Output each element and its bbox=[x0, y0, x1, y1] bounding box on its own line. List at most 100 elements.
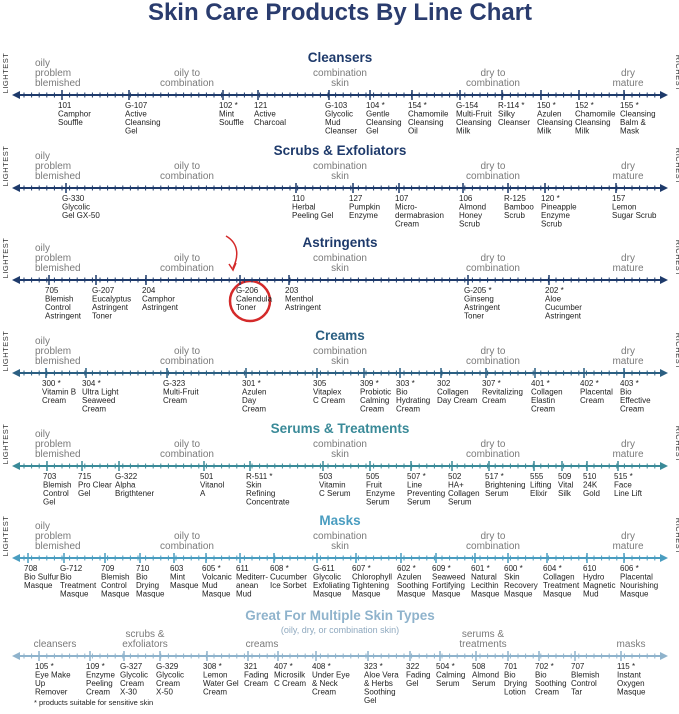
start-label: LIGHTEST bbox=[1, 146, 10, 187]
product-label: C Cream bbox=[313, 396, 345, 405]
product-label: Bio bbox=[136, 573, 148, 582]
product-label: Seaweed bbox=[82, 396, 115, 405]
product-label: Glycolic bbox=[313, 573, 341, 582]
product-label: Natural bbox=[471, 573, 497, 582]
product-label: Serum bbox=[407, 498, 431, 507]
product-label: Astringent bbox=[92, 303, 129, 312]
product-label: Drying bbox=[504, 679, 527, 688]
scale-label: combination bbox=[160, 356, 214, 367]
section-title: Creams bbox=[315, 328, 365, 343]
product-label: G-712 bbox=[60, 564, 83, 573]
product-label: 403 * bbox=[620, 379, 639, 388]
scale-label: exfoliators bbox=[122, 639, 168, 650]
product-label: Balm & bbox=[620, 118, 646, 127]
scale-label: oily bbox=[35, 58, 50, 69]
product-label: Astringent bbox=[545, 312, 582, 321]
scale-label: skin bbox=[331, 356, 349, 367]
product-label: Masque bbox=[543, 590, 572, 599]
scale-label: dry bbox=[621, 161, 635, 172]
product-label: 708 bbox=[24, 564, 38, 573]
product-label: Fading bbox=[244, 671, 268, 680]
product-label: Serum bbox=[436, 679, 460, 688]
product-label: Bio bbox=[535, 671, 547, 680]
section-subtitle: (oily, dry, or combination skin) bbox=[281, 625, 399, 635]
product-label: Mediterr- bbox=[236, 573, 268, 582]
product-label: Souffle bbox=[58, 118, 83, 127]
scale-label: combination bbox=[466, 541, 520, 552]
product-label: Cream bbox=[42, 396, 66, 405]
product-label: Soothing bbox=[397, 581, 429, 590]
product-label: C Cream bbox=[274, 679, 306, 688]
product-label: Eucalyptus bbox=[92, 295, 131, 304]
start-label: LIGHTEST bbox=[1, 53, 10, 94]
product-label: Cream bbox=[395, 220, 419, 229]
product-label: 154 * bbox=[408, 101, 427, 110]
product-label: Charcoal bbox=[254, 118, 286, 127]
product-label: 323 * bbox=[364, 662, 383, 671]
product-label: Bio bbox=[504, 671, 516, 680]
product-label: Serum bbox=[366, 498, 390, 507]
scale-label: skin bbox=[331, 541, 349, 552]
product-label: 307 * bbox=[482, 379, 501, 388]
product-label: & Herbs bbox=[364, 679, 393, 688]
scale-label: dry bbox=[621, 253, 635, 264]
product-label: Preventing bbox=[407, 489, 445, 498]
product-label: 305 bbox=[313, 379, 327, 388]
scale-label: dry to bbox=[480, 346, 505, 357]
product-label: Glycolic bbox=[120, 671, 148, 680]
product-label: Mint bbox=[219, 110, 235, 119]
product-label: Water Gel bbox=[203, 679, 239, 688]
product-label: Placental bbox=[580, 388, 613, 397]
product-label: 606 * bbox=[620, 564, 639, 573]
scale-label: dry to bbox=[480, 439, 505, 450]
product-label: Active bbox=[125, 110, 147, 119]
product-label: 507 * bbox=[407, 472, 426, 481]
product-label: Azulen bbox=[397, 573, 421, 582]
arrow-left bbox=[12, 652, 20, 660]
product-label: Soothing bbox=[364, 688, 396, 697]
product-label: 605 * bbox=[202, 564, 221, 573]
product-label: Cream bbox=[580, 396, 604, 405]
product-label: Cleansing bbox=[366, 118, 402, 127]
product-label: Mud bbox=[325, 118, 341, 127]
scale-label: combination bbox=[313, 439, 367, 450]
product-label: 304 * bbox=[82, 379, 101, 388]
product-label: Cream bbox=[242, 405, 266, 414]
scale-label: oily bbox=[35, 336, 50, 347]
product-label: Lemon bbox=[612, 203, 636, 212]
product-label: Multi-Fruit bbox=[456, 110, 492, 119]
scale-label: oily bbox=[35, 151, 50, 162]
product-label: Cream bbox=[203, 688, 227, 697]
scale-label: oily bbox=[35, 521, 50, 532]
scale-label: problem bbox=[35, 161, 71, 172]
product-label: Hydrating bbox=[396, 396, 430, 405]
highlight-arrow bbox=[225, 235, 238, 269]
scale-label: oily to bbox=[174, 253, 201, 264]
product-label: Cream bbox=[396, 405, 420, 414]
product-label: Remover bbox=[35, 688, 68, 697]
end-label: RICHEST bbox=[674, 518, 679, 554]
scale-label: combination bbox=[466, 263, 520, 274]
product-label: 204 bbox=[142, 286, 156, 295]
product-label: Cleansing bbox=[620, 110, 656, 119]
product-label: Exfoliating bbox=[313, 581, 350, 590]
product-label: Lifting bbox=[530, 481, 551, 490]
product-label: Gentle bbox=[366, 110, 390, 119]
product-label: 322 bbox=[406, 662, 420, 671]
product-label: Glycolic bbox=[325, 110, 353, 119]
scale-label: problem bbox=[35, 253, 71, 264]
product-label: Blemish bbox=[45, 295, 73, 304]
scale-label: skin bbox=[331, 171, 349, 182]
product-label: 120 * bbox=[541, 194, 560, 203]
product-label: Enzyme bbox=[86, 671, 115, 680]
product-label: Scrub bbox=[459, 220, 480, 229]
product-label: Chlorophyll bbox=[352, 573, 392, 582]
product-label: Under Eye bbox=[312, 671, 350, 680]
start-label: LIGHTEST bbox=[1, 516, 10, 557]
product-label: G-329 bbox=[156, 662, 179, 671]
product-label: 501 bbox=[200, 472, 214, 481]
section-title: Serums & Treatments bbox=[271, 421, 410, 436]
scale-label: problem bbox=[35, 531, 71, 542]
product-label: 515 * bbox=[614, 472, 633, 481]
arrow-left bbox=[12, 369, 20, 377]
